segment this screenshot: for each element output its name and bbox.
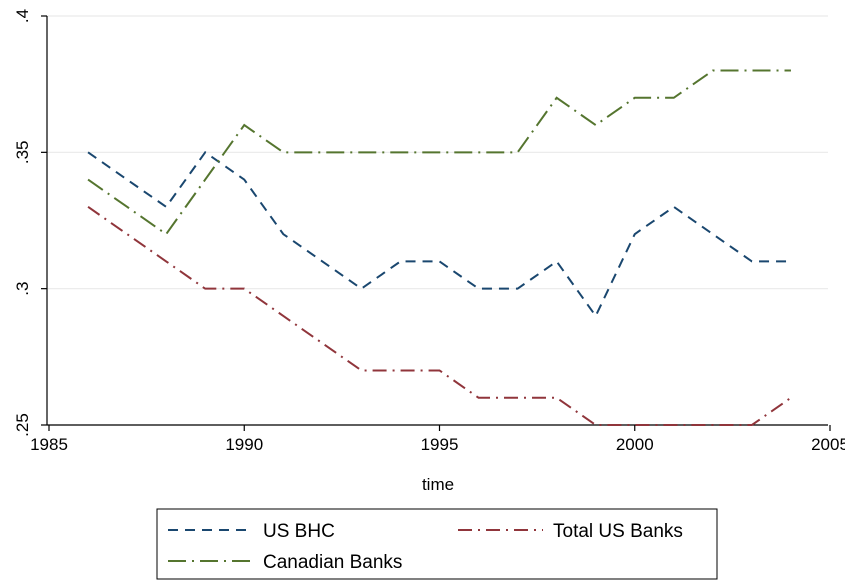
legend-label-0: US BHC [263,521,335,542]
y-tick-label-2: .35 [13,141,32,165]
x-tick-label-4: 2005 [811,435,845,454]
x-tick-label-1: 1990 [225,435,263,454]
x-tick-label-2: 1995 [421,435,459,454]
legend: US BHC Total US Banks Canadian Banks [157,509,717,579]
legend-label-1: Total US Banks [553,521,683,542]
y-tick-label-1: .3 [13,282,32,296]
x-tick-label-3: 2000 [616,435,654,454]
legend-label-2: Canadian Banks [263,552,402,573]
x-tick-label-0: 1985 [30,435,68,454]
y-tick-label-0: .25 [13,413,32,437]
x-axis-title: time [422,475,454,494]
y-tick-label-3: .4 [13,9,32,23]
legend-box [157,509,717,579]
